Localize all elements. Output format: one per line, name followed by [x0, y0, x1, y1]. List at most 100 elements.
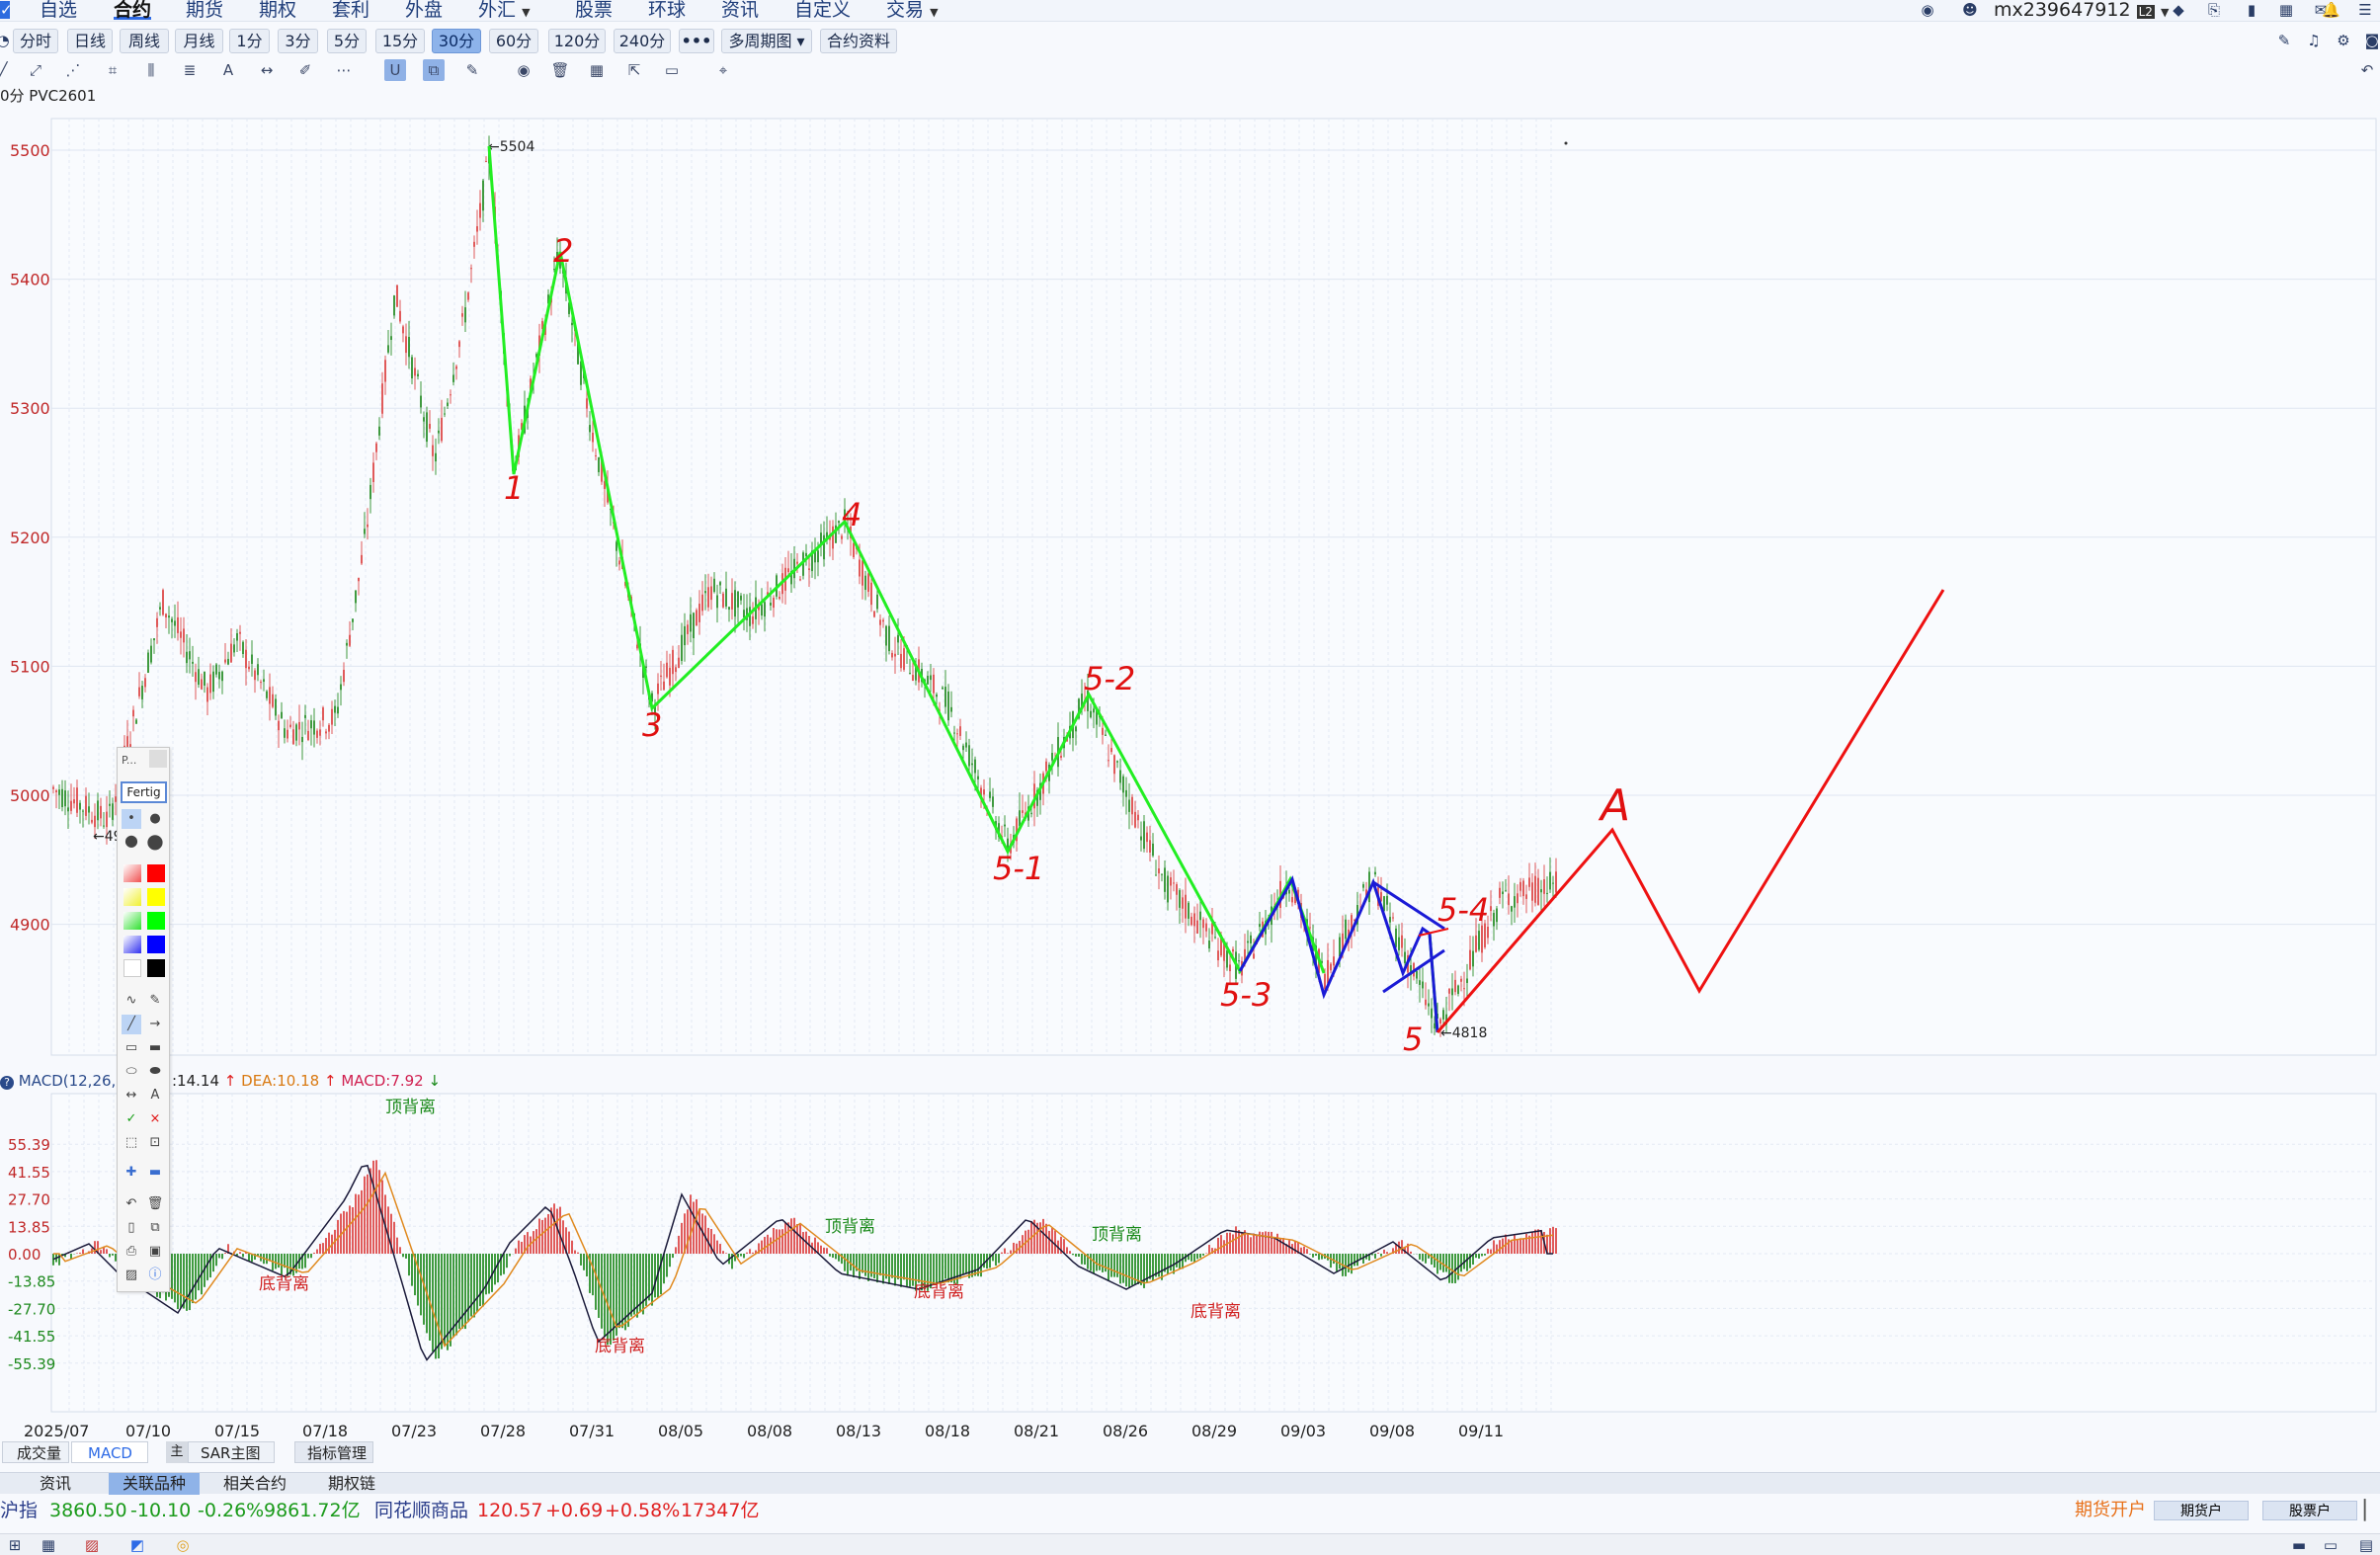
trash-icon[interactable]: 🗑: [146, 1196, 164, 1211]
text-icon[interactable]: A: [150, 1088, 160, 1103]
export-tool-icon[interactable]: ⇱: [627, 61, 641, 79]
zoom-area-icon[interactable]: ⊡: [149, 1135, 161, 1150]
swatch-yellow[interactable]: [147, 888, 165, 906]
edit-tool-icon[interactable]: ✎: [465, 61, 479, 79]
swatch-light-blue[interactable]: [123, 936, 141, 953]
open-futures-account-link[interactable]: 期货开户: [2075, 1500, 2146, 1520]
copy-tool-icon[interactable]: ⧉: [423, 59, 445, 81]
bookmark-icon[interactable]: ▮: [2247, 1, 2257, 19]
comment-tool-icon[interactable]: ▭: [664, 61, 680, 79]
grid-icon[interactable]: ▦: [2278, 1, 2294, 19]
camera-icon[interactable]: ◙: [2364, 32, 2380, 49]
eraser-icon[interactable]: ✎: [149, 993, 161, 1008]
more-tools-icon[interactable]: ⋯: [336, 61, 352, 79]
fibonacci-tool-icon[interactable]: ≣: [183, 61, 197, 79]
filled-ellipse-icon[interactable]: ⬬: [149, 1064, 161, 1079]
more-periods-button[interactable]: •••: [679, 29, 714, 53]
settings-gear-icon[interactable]: ⚙: [2337, 32, 2350, 49]
period-5min-button[interactable]: 5分: [327, 29, 367, 53]
freehand-icon[interactable]: ∿: [125, 993, 137, 1008]
menu-item-waipan[interactable]: 外盘: [405, 0, 444, 21]
indicator-volume-tab[interactable]: 成交量: [2, 1441, 69, 1463]
contract-info-button[interactable]: 合约资料: [820, 29, 897, 53]
period-120min-button[interactable]: 120分: [548, 29, 606, 53]
period-60min-button[interactable]: 60分: [489, 29, 538, 53]
tab-related-contracts[interactable]: 相关合约: [222, 1474, 287, 1493]
undo-icon[interactable]: ↶: [125, 1196, 137, 1211]
menu-item-waihui[interactable]: 外汇 ▼: [478, 0, 531, 20]
windows-start-icon[interactable]: ⊞: [8, 1536, 22, 1554]
menu-item-gupiao[interactable]: 股票: [575, 0, 614, 21]
info-icon[interactable]: ⓘ: [148, 1268, 162, 1282]
period-fenshi-button[interactable]: 分时: [13, 29, 58, 53]
menu-item-zidingyi[interactable]: 自定义: [794, 0, 852, 21]
layers-icon[interactable]: ◆: [2173, 1, 2184, 19]
notification-bell-icon[interactable]: 🔔: [2322, 1, 2340, 19]
text-tool-icon[interactable]: A: [222, 61, 234, 79]
period-daily-button[interactable]: 日线: [67, 29, 113, 53]
user-name[interactable]: mx239647912 L2 ▼: [1994, 0, 2169, 23]
ellipse-icon[interactable]: ⬭: [125, 1064, 137, 1079]
dot-small-icon[interactable]: •: [122, 809, 141, 829]
tab-news[interactable]: 资讯: [39, 1474, 71, 1493]
index2-name[interactable]: 同花顺商品: [374, 1500, 469, 1521]
swatch-light-red[interactable]: [123, 864, 141, 882]
plus-icon[interactable]: ✚: [125, 1165, 137, 1180]
period-1min-button[interactable]: 1分: [229, 29, 270, 53]
palette-close-icon[interactable]: [149, 750, 167, 768]
select-icon[interactable]: ⬚: [124, 1135, 138, 1150]
period-240min-button[interactable]: 240分: [614, 29, 671, 53]
brush-tool-icon[interactable]: ✐: [298, 61, 312, 79]
dot-xlarge-icon[interactable]: ●: [146, 829, 164, 853]
print-icon[interactable]: ⎙: [125, 1244, 137, 1259]
info-icon[interactable]: ?: [0, 1076, 14, 1090]
search-icon[interactable]: ▦: [41, 1536, 56, 1554]
stock-account-button[interactable]: 股票户: [2262, 1501, 2357, 1520]
undo-icon[interactable]: ↶: [2360, 61, 2374, 79]
period-monthly-button[interactable]: 月线: [175, 29, 223, 53]
back-window-icon[interactable]: ⎘: [2207, 1, 2220, 19]
crop-tool-icon[interactable]: ⌗: [108, 61, 118, 79]
swatch-blue[interactable]: [147, 936, 165, 953]
menu-item-taoli[interactable]: 套利: [332, 0, 370, 21]
double-arrow-icon[interactable]: ↔: [125, 1088, 137, 1103]
indicator-sar-tab[interactable]: SAR主图: [188, 1441, 275, 1463]
dot-medium-icon[interactable]: ●: [149, 811, 161, 826]
measure-tool-icon[interactable]: ↔: [260, 61, 274, 79]
menu-item-heyue[interactable]: 合约: [114, 0, 152, 21]
swatch-light-yellow[interactable]: [123, 888, 141, 906]
fork-tool-icon[interactable]: ⫼: [147, 61, 155, 79]
menu-item-zixuan[interactable]: 自选: [40, 0, 78, 21]
line-icon[interactable]: ╱: [122, 1015, 141, 1034]
fertig-button[interactable]: Fertig: [121, 781, 167, 803]
indicator-manage-button[interactable]: 指标管理: [294, 1441, 373, 1463]
menu-item-zixun[interactable]: 资讯: [721, 0, 760, 21]
futures-account-button[interactable]: 期货户: [2154, 1501, 2249, 1520]
ray-tool-icon[interactable]: ⤢: [29, 61, 41, 79]
rectangle-icon[interactable]: ▭: [124, 1040, 138, 1055]
arrow-right-icon[interactable]: →: [149, 1017, 161, 1031]
magnet-tool-icon[interactable]: U: [384, 59, 406, 81]
chrome-icon[interactable]: ◎: [176, 1536, 190, 1554]
mail-icon[interactable]: ✉: [2314, 1, 2328, 19]
menu-item-qiquan[interactable]: 期权: [259, 0, 297, 21]
layout-tool-icon[interactable]: ▦: [589, 61, 605, 79]
cross-icon[interactable]: ×: [149, 1111, 161, 1126]
period-30min-button[interactable]: 30分: [432, 29, 481, 53]
polyline-tool-icon[interactable]: ⋰: [65, 61, 81, 79]
trading-app-icon[interactable]: ▨: [84, 1536, 100, 1554]
copy-icon[interactable]: ⧉: [150, 1220, 160, 1235]
swatch-light-green[interactable]: [123, 912, 141, 930]
indicator-macd-tab[interactable]: MACD: [71, 1441, 148, 1463]
alert-bell-icon[interactable]: ♫: [2307, 32, 2321, 49]
period-15min-button[interactable]: 15分: [375, 29, 425, 53]
pen-icon[interactable]: ✎: [2277, 32, 2291, 49]
swatch-red[interactable]: [147, 864, 165, 882]
dot-large-icon[interactable]: ●: [124, 831, 138, 850]
line-tool-icon[interactable]: ╱: [0, 61, 8, 79]
message-icon[interactable]: ◉: [1921, 1, 1934, 19]
tab-option-chain[interactable]: 期权链: [327, 1474, 375, 1493]
refresh-icon[interactable]: ◔: [0, 32, 10, 49]
list-menu-icon[interactable]: ☰: [2358, 1, 2372, 19]
